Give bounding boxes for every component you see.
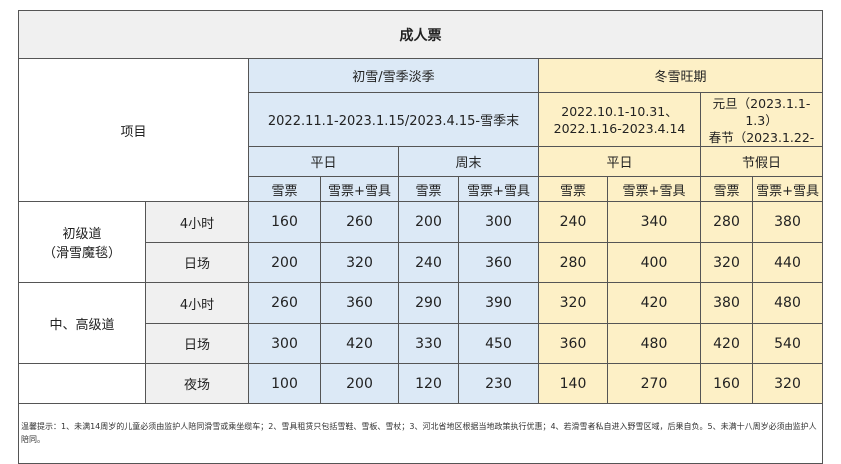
footnote: 温馨提示：1、未满14周岁的儿童必须由监护人陪同滑雪或乘坐缆车；2、雪具租赁只包… [17, 403, 824, 464]
peak-weekday-dates: 2022.10.1-10.31、 2022.1.16-2023.4.14 [538, 92, 701, 147]
group-line: （滑雪魔毯） [42, 246, 121, 261]
date-line: 2022.1.16-2023.4.14 [553, 120, 686, 136]
day-type: 平日 [248, 146, 399, 177]
price-cell: 160 [248, 201, 321, 243]
sub-header: 雪票 [700, 176, 753, 202]
price-cell: 280 [538, 242, 608, 283]
group-line: 中、高级道 [49, 317, 115, 333]
price-cell: 330 [398, 323, 459, 364]
group-line: 初级道 [62, 227, 102, 242]
price-cell: 320 [751, 363, 824, 404]
price-cell: 300 [248, 323, 321, 364]
date-line: 元旦（2023.1.1-1.3） [712, 96, 811, 128]
low-season-header: 初雪/雪季淡季 [248, 58, 539, 93]
row-label: 4小时 [145, 282, 249, 324]
price-cell: 200 [320, 363, 399, 404]
sub-header: 雪票+雪具 [458, 176, 539, 202]
ticket-price-table: 成人票 项目 初雪/雪季淡季 冬雪旺期 2022.11.1-2023.1.15/… [17, 10, 824, 464]
price-cell: 200 [398, 201, 459, 243]
price-cell: 240 [398, 242, 459, 283]
price-cell: 260 [320, 201, 399, 243]
price-cell: 230 [458, 363, 539, 404]
price-cell: 400 [607, 242, 701, 283]
price-cell: 260 [248, 282, 321, 324]
price-cell: 320 [320, 242, 399, 283]
price-cell: 360 [538, 323, 608, 364]
price-cell: 100 [248, 363, 321, 404]
item-header: 项目 [18, 58, 249, 202]
price-cell: 480 [751, 282, 824, 324]
price-cell: 420 [607, 282, 701, 324]
price-cell: 380 [751, 201, 824, 243]
price-cell: 420 [320, 323, 399, 364]
price-cell: 280 [700, 201, 753, 243]
sub-header: 雪票 [538, 176, 608, 202]
price-cell: 480 [607, 323, 701, 364]
price-cell: 140 [538, 363, 608, 404]
date-line: 2022.10.1-10.31、 [561, 103, 678, 119]
sub-header: 雪票 [398, 176, 459, 202]
row-label: 日场 [145, 323, 249, 364]
sub-header: 雪票+雪具 [320, 176, 399, 202]
price-cell: 200 [248, 242, 321, 283]
price-cell: 360 [320, 282, 399, 324]
price-cell: 240 [538, 201, 608, 243]
price-cell: 340 [607, 201, 701, 243]
row-label: 日场 [145, 242, 249, 283]
price-cell: 450 [458, 323, 539, 364]
row-label: 夜场 [145, 363, 249, 404]
price-cell: 120 [398, 363, 459, 404]
price-cell: 320 [700, 242, 753, 283]
peak-holiday-dates: 元旦（2023.1.1-1.3） 春节（2023.1.22- [699, 92, 824, 147]
table-row: 日场 300 420 330 450 360 480 420 540 [19, 323, 824, 364]
price-cell: 540 [751, 323, 824, 364]
price-cell: 290 [398, 282, 459, 324]
low-season-dates: 2022.11.1-2023.1.15/2023.4.15-雪季末 [248, 92, 539, 147]
table-row: 中、高级道 4小时 260 360 290 390 320 420 380 480 [18, 282, 824, 364]
price-cell: 420 [700, 323, 753, 364]
price-cell: 390 [458, 282, 539, 324]
peak-season-header: 冬雪旺期 [537, 58, 824, 93]
sub-header: 雪票 [248, 176, 321, 202]
table-row: 日场 200 320 240 360 280 400 320 440 [19, 242, 824, 283]
day-type: 平日 [538, 146, 701, 177]
table-row: 初级道 （滑雪魔毯） 4小时 160 260 200 300 240 340 280 380 [18, 201, 824, 283]
sub-header: 雪票+雪具 [607, 176, 701, 202]
price-cell: 380 [700, 282, 753, 324]
price-cell: 300 [458, 201, 539, 243]
price-cell: 160 [700, 363, 753, 404]
price-cell: 320 [538, 282, 608, 324]
table-title: 成人票 [17, 10, 824, 59]
price-cell: 440 [751, 242, 824, 283]
table-row: 夜场 100 200 120 230 140 270 160 320 [18, 363, 824, 404]
day-type: 周末 [398, 146, 539, 177]
price-cell: 360 [458, 242, 539, 283]
group-label: 中、高级道 [18, 282, 146, 364]
price-cell: 270 [607, 363, 701, 404]
day-type: 节假日 [699, 146, 824, 177]
sub-header: 雪票+雪具 [751, 176, 824, 202]
group-label: 初级道 （滑雪魔毯） [18, 201, 146, 283]
date-line: 春节（2023.1.22- [708, 130, 815, 145]
row-label: 4小时 [145, 201, 249, 243]
group-label [18, 363, 146, 404]
